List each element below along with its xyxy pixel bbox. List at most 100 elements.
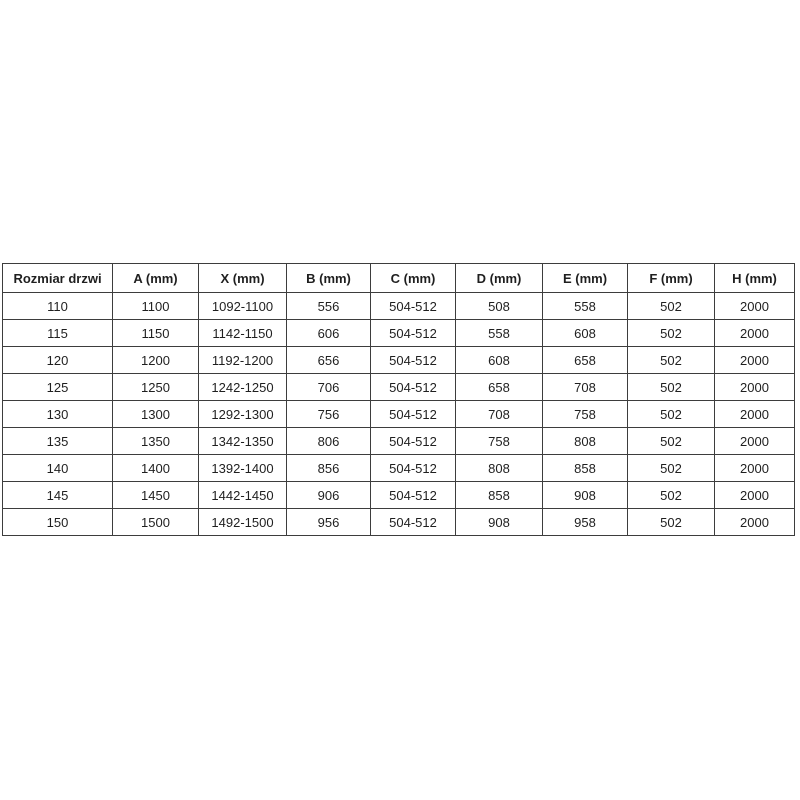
table-header-row: Rozmiar drzwi A (mm) X (mm) B (mm) C (mm) D (… (2, 263, 795, 293)
column-header: X (mm) (198, 263, 287, 293)
table-row: 125 1250 1242-1250 706 504-512 658 708 502 2000 (2, 373, 795, 401)
table-cell: 656 (286, 346, 371, 374)
column-header: F (mm) (627, 263, 715, 293)
table-cell: 908 (542, 481, 628, 509)
table-cell: 1192-1200 (198, 346, 287, 374)
table-cell: 1142-1150 (198, 319, 287, 347)
column-header: Rozmiar drzwi (2, 263, 113, 293)
table-cell: 1150 (112, 319, 199, 347)
table-cell: 110 (2, 292, 113, 320)
table-cell: 1292-1300 (198, 400, 287, 428)
table-cell: 1392-1400 (198, 454, 287, 482)
column-header: E (mm) (542, 263, 628, 293)
table-cell: 608 (542, 319, 628, 347)
column-header: H (mm) (714, 263, 795, 293)
table-cell: 502 (627, 508, 715, 536)
table-cell: 1200 (112, 346, 199, 374)
table-cell: 708 (455, 400, 543, 428)
table-cell: 808 (542, 427, 628, 455)
table-cell: 145 (2, 481, 113, 509)
table-cell: 806 (286, 427, 371, 455)
table-cell: 504-512 (370, 400, 456, 428)
table-cell: 120 (2, 346, 113, 374)
table-cell: 502 (627, 319, 715, 347)
table-cell: 502 (627, 400, 715, 428)
table-cell: 808 (455, 454, 543, 482)
table-cell: 135 (2, 427, 113, 455)
table-cell: 1442-1450 (198, 481, 287, 509)
table-cell: 2000 (714, 319, 795, 347)
table-cell: 956 (286, 508, 371, 536)
table-cell: 150 (2, 508, 113, 536)
table-row: 150 1500 1492-1500 956 504-512 908 958 502 2000 (2, 508, 795, 536)
table-cell: 856 (286, 454, 371, 482)
table-cell: 502 (627, 373, 715, 401)
table-cell: 1242-1250 (198, 373, 287, 401)
table-cell: 504-512 (370, 427, 456, 455)
table-cell: 858 (455, 481, 543, 509)
table-cell: 502 (627, 346, 715, 374)
table-row: 110 1100 1092-1100 556 504-512 508 558 502 2000 (2, 292, 795, 320)
table-cell: 2000 (714, 454, 795, 482)
table-cell: 758 (542, 400, 628, 428)
table-cell: 502 (627, 481, 715, 509)
table-cell: 608 (455, 346, 543, 374)
table-row: 145 1450 1442-1450 906 504-512 858 908 502 2000 (2, 481, 795, 509)
table-cell: 1450 (112, 481, 199, 509)
table-cell: 558 (455, 319, 543, 347)
table-cell: 504-512 (370, 454, 456, 482)
table-cell: 758 (455, 427, 543, 455)
table-cell: 756 (286, 400, 371, 428)
table-cell: 504-512 (370, 373, 456, 401)
table-cell: 1492-1500 (198, 508, 287, 536)
table-cell: 140 (2, 454, 113, 482)
table-cell: 504-512 (370, 481, 456, 509)
table-cell: 1400 (112, 454, 199, 482)
table-cell: 504-512 (370, 292, 456, 320)
table-cell: 606 (286, 319, 371, 347)
table-cell: 504-512 (370, 346, 456, 374)
column-header: D (mm) (455, 263, 543, 293)
table-cell: 125 (2, 373, 113, 401)
table-cell: 1342-1350 (198, 427, 287, 455)
table-cell: 858 (542, 454, 628, 482)
table-cell: 2000 (714, 400, 795, 428)
table-cell: 1250 (112, 373, 199, 401)
table-cell: 658 (542, 346, 628, 374)
table-cell: 2000 (714, 508, 795, 536)
table-cell: 2000 (714, 373, 795, 401)
table-cell: 1500 (112, 508, 199, 536)
column-header: A (mm) (112, 263, 199, 293)
table-cell: 658 (455, 373, 543, 401)
table-cell: 1350 (112, 427, 199, 455)
table-cell: 2000 (714, 346, 795, 374)
table-cell: 908 (455, 508, 543, 536)
door-dimensions-table: Rozmiar drzwi A (mm) X (mm) B (mm) C (mm) D (… (2, 263, 795, 536)
column-header: C (mm) (370, 263, 456, 293)
table-cell: 706 (286, 373, 371, 401)
table-cell: 558 (542, 292, 628, 320)
column-header: B (mm) (286, 263, 371, 293)
table-cell: 2000 (714, 481, 795, 509)
table-cell: 1092-1100 (198, 292, 287, 320)
table-cell: 1100 (112, 292, 199, 320)
table-cell: 556 (286, 292, 371, 320)
table-row: 140 1400 1392-1400 856 504-512 808 858 502 2000 (2, 454, 795, 482)
table-cell: 502 (627, 292, 715, 320)
table-cell: 115 (2, 319, 113, 347)
table-cell: 502 (627, 427, 715, 455)
table-cell: 508 (455, 292, 543, 320)
table-cell: 502 (627, 454, 715, 482)
table-cell: 2000 (714, 427, 795, 455)
table-cell: 130 (2, 400, 113, 428)
table-row: 135 1350 1342-1350 806 504-512 758 808 502 2000 (2, 427, 795, 455)
table-body: 110 1100 1092-1100 556 504-512 508 558 502 2000 1… (2, 292, 795, 536)
table-cell: 1300 (112, 400, 199, 428)
table-cell: 2000 (714, 292, 795, 320)
table-cell: 958 (542, 508, 628, 536)
table-row: 120 1200 1192-1200 656 504-512 608 658 502 2000 (2, 346, 795, 374)
table-cell: 504-512 (370, 319, 456, 347)
table-cell: 906 (286, 481, 371, 509)
table-cell: 504-512 (370, 508, 456, 536)
